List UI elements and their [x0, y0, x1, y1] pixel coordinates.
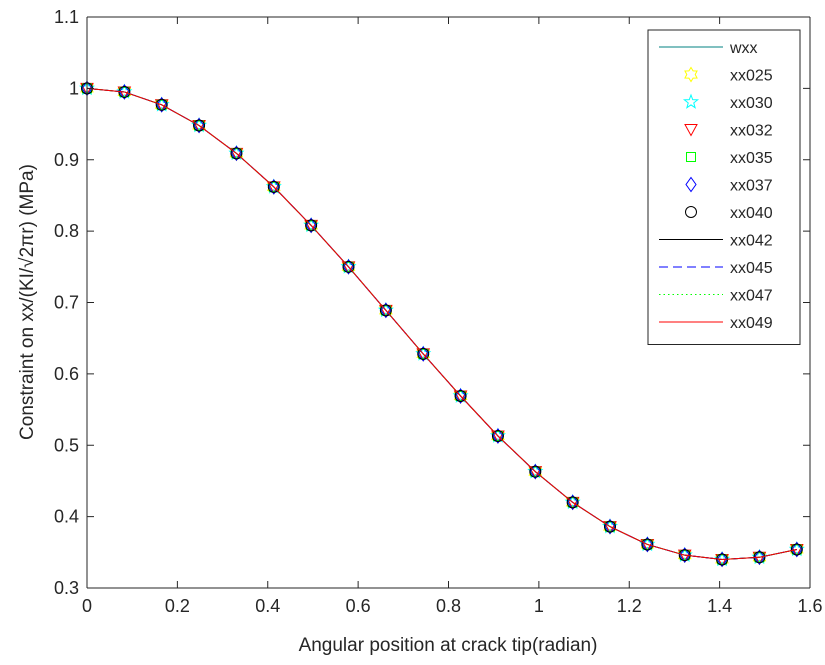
series-xx049 [86, 87, 797, 560]
legend-box [647, 29, 801, 345]
legend-marker-xx030 [682, 93, 700, 109]
legend-label-xx035: xx035 [730, 150, 773, 167]
data-point-xx037-10 [454, 388, 467, 404]
legend-item-xx032[interactable]: xx032 [684, 123, 773, 140]
data-point-xx040-11 [491, 429, 504, 442]
data-point-xx037-9 [417, 346, 429, 362]
data-point-xx037-18 [753, 549, 766, 566]
data-point-xx037-15 [641, 536, 653, 553]
legend-item-wxx[interactable]: wxx [659, 40, 758, 57]
series-layer [78, 79, 805, 568]
data-point-xx040-6 [305, 219, 318, 232]
x-tick-label-7: 1.4 [707, 596, 732, 616]
data-point-xx037-11 [492, 428, 504, 444]
data-point-xx037-17 [716, 551, 728, 568]
data-point-xx040-7 [342, 260, 355, 273]
x-tick-label-2: 0.4 [255, 596, 280, 616]
data-point-xx040-3 [193, 119, 206, 132]
x-axis-label: Angular position at crack tip(radian) [299, 635, 598, 656]
legend-item-xx045[interactable]: xx045 [659, 260, 773, 277]
legend-item-xx037[interactable]: xx037 [685, 176, 773, 195]
series-line-xx049 [86, 87, 797, 560]
data-point-xx037-12 [529, 463, 541, 480]
data-point-xx037-7 [342, 258, 355, 275]
data-point-xx040-14 [604, 520, 617, 533]
y-tick-label-2: 0.5 [54, 435, 79, 455]
legend-item-xx042[interactable]: xx042 [659, 233, 773, 250]
y-tick-label-5: 0.8 [54, 221, 79, 241]
legend[interactable]: wxx xx025 xx030 xx032 xx035 xx037 xx040 xx042 xx… [647, 29, 801, 345]
legend-label-xx037: xx037 [730, 178, 773, 195]
data-point-xx040-4 [230, 147, 243, 160]
legend-item-xx047[interactable]: xx047 [659, 288, 773, 305]
data-point-xx037-1 [118, 84, 130, 100]
data-point-xx040-5 [267, 180, 280, 193]
legend-marker-xx032 [684, 124, 698, 137]
data-point-xx040-1 [118, 85, 131, 98]
axes-layer: 0 0.2 0.4 0.6 0.8 1 1.2 1.4 1.6 0.3 0.4 0.5 0.6 0.7 0.… [54, 7, 823, 616]
x-tick-label-6: 1.2 [617, 596, 642, 616]
y-tick-label-6: 0.9 [54, 150, 79, 170]
data-point-xx037-16 [679, 547, 691, 564]
data-point-xx037-6 [305, 217, 317, 234]
x-tick-label-1: 0.2 [165, 596, 190, 616]
x-tick-label-3: 0.6 [346, 596, 371, 616]
legend-label-xx030: xx030 [730, 95, 773, 112]
data-point-xx040-16 [678, 549, 691, 562]
legend-label-xx025: xx025 [730, 68, 773, 85]
y-tick-label-3: 0.6 [54, 364, 79, 384]
legend-label-wxx: wxx [729, 40, 758, 57]
legend-label-xx047: xx047 [730, 288, 773, 305]
legend-label-xx040: xx040 [730, 205, 773, 222]
data-point-xx037-19 [791, 541, 803, 558]
x-tick-label-4: 0.8 [436, 596, 461, 616]
data-point-xx040-15 [641, 538, 654, 551]
legend-label-xx032: xx032 [730, 123, 773, 140]
legend-marker-xx037 [685, 176, 697, 193]
legend-marker-xx040 [685, 206, 697, 218]
legend-item-xx049[interactable]: xx049 [659, 315, 773, 332]
data-point-xx037-8 [380, 302, 392, 319]
x-tick-label-0: 0 [82, 596, 92, 616]
data-point-xx040-2 [155, 98, 168, 111]
data-point-xx040-10 [454, 390, 467, 403]
data-point-xx040-8 [379, 304, 392, 317]
legend-label-xx042: xx042 [730, 233, 773, 250]
y-tick-label-7: 1 [69, 78, 79, 98]
y-tick-label-0: 0.3 [54, 578, 79, 598]
y-tick-label-1: 0.4 [54, 507, 79, 527]
legend-item-xx030[interactable]: xx030 [682, 93, 773, 112]
y-tick-label-8: 1.1 [54, 7, 79, 27]
legend-label-xx049: xx049 [730, 315, 773, 332]
legend-item-xx040[interactable]: xx040 [685, 205, 773, 222]
legend-marker-xx035 [686, 152, 696, 162]
x-tick-label-8: 1.6 [797, 596, 822, 616]
legend-item-xx025[interactable]: xx025 [684, 66, 773, 85]
legend-label-xx045: xx045 [730, 260, 773, 277]
y-tick-label-4: 0.7 [54, 293, 79, 313]
data-point-xx040-12 [529, 465, 542, 478]
y-axis-label: Constraint on xx/(KI/√2πr) (MPa) [17, 164, 38, 440]
data-point-xx040-13 [566, 496, 579, 509]
x-tick-label-5: 1 [534, 596, 544, 616]
data-point-xx040-19 [790, 543, 803, 556]
legend-marker-xx025 [684, 66, 698, 83]
data-point-xx037-2 [156, 96, 168, 113]
legend-item-xx035[interactable]: xx035 [686, 150, 773, 167]
data-point-xx040-9 [417, 347, 430, 360]
